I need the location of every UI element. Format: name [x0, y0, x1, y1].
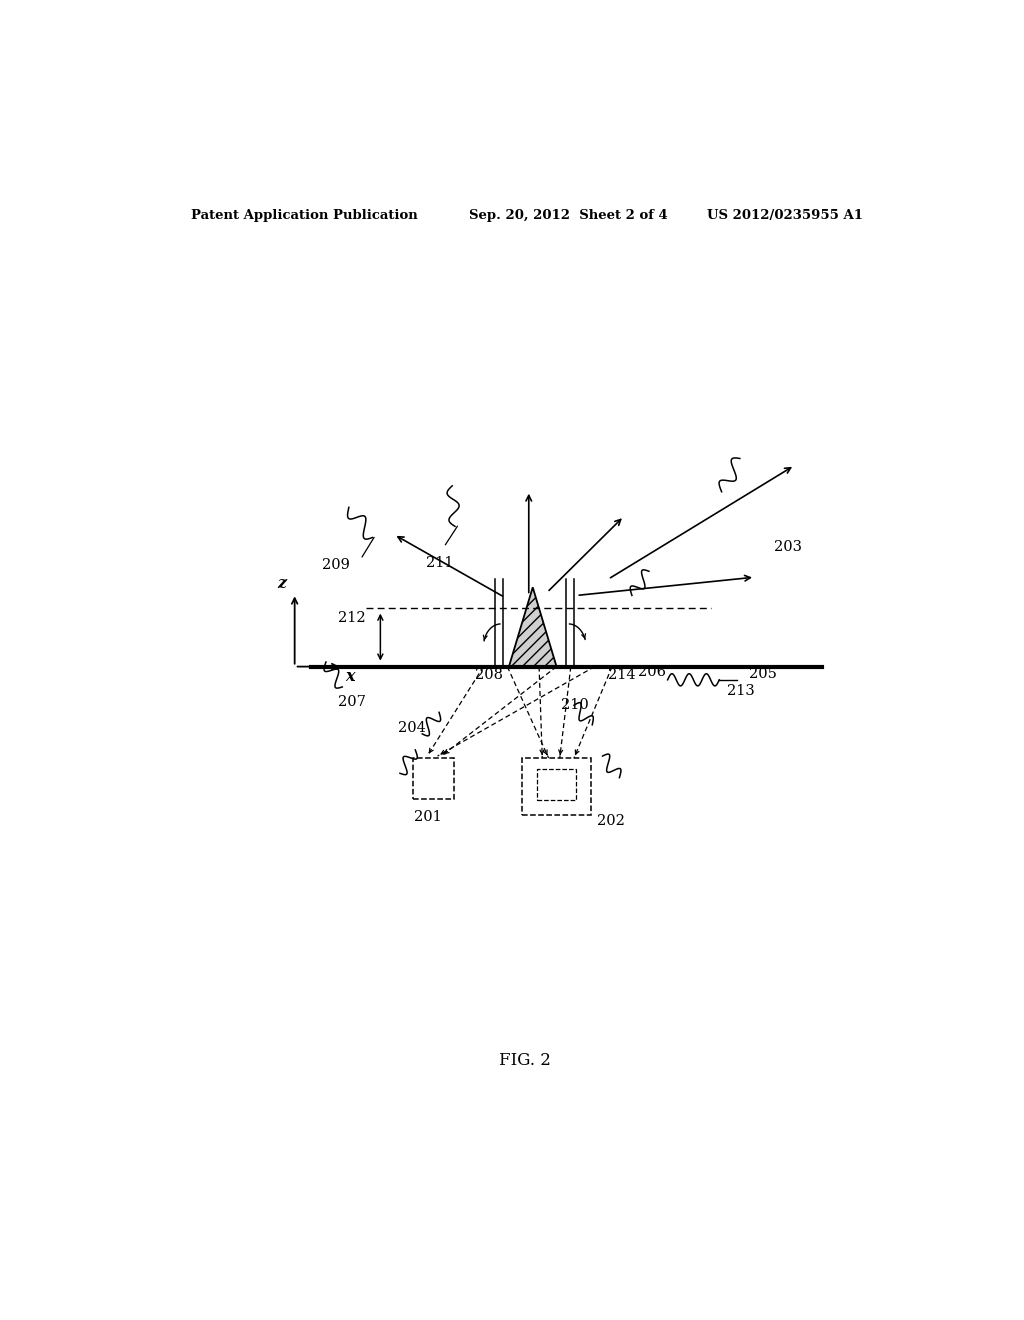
- Text: Patent Application Publication: Patent Application Publication: [191, 209, 418, 222]
- Text: 204: 204: [398, 721, 426, 735]
- Text: 203: 203: [774, 540, 802, 553]
- Text: US 2012/0235955 A1: US 2012/0235955 A1: [708, 209, 863, 222]
- Text: FIG. 2: FIG. 2: [499, 1052, 551, 1069]
- Polygon shape: [509, 587, 557, 667]
- Text: x: x: [345, 668, 355, 685]
- Text: 201: 201: [414, 810, 441, 824]
- Text: 202: 202: [597, 814, 625, 828]
- Text: 214: 214: [608, 668, 636, 681]
- Text: 211: 211: [426, 556, 454, 570]
- Text: 210: 210: [561, 698, 589, 713]
- Text: 207: 207: [338, 696, 366, 709]
- Text: 212: 212: [338, 611, 366, 624]
- Text: 206: 206: [638, 665, 666, 678]
- Text: z: z: [278, 574, 287, 591]
- Text: 213: 213: [727, 684, 755, 698]
- Text: 205: 205: [749, 667, 777, 681]
- Text: 209: 209: [322, 558, 350, 572]
- Text: Sep. 20, 2012  Sheet 2 of 4: Sep. 20, 2012 Sheet 2 of 4: [469, 209, 668, 222]
- Text: 208: 208: [475, 668, 503, 681]
